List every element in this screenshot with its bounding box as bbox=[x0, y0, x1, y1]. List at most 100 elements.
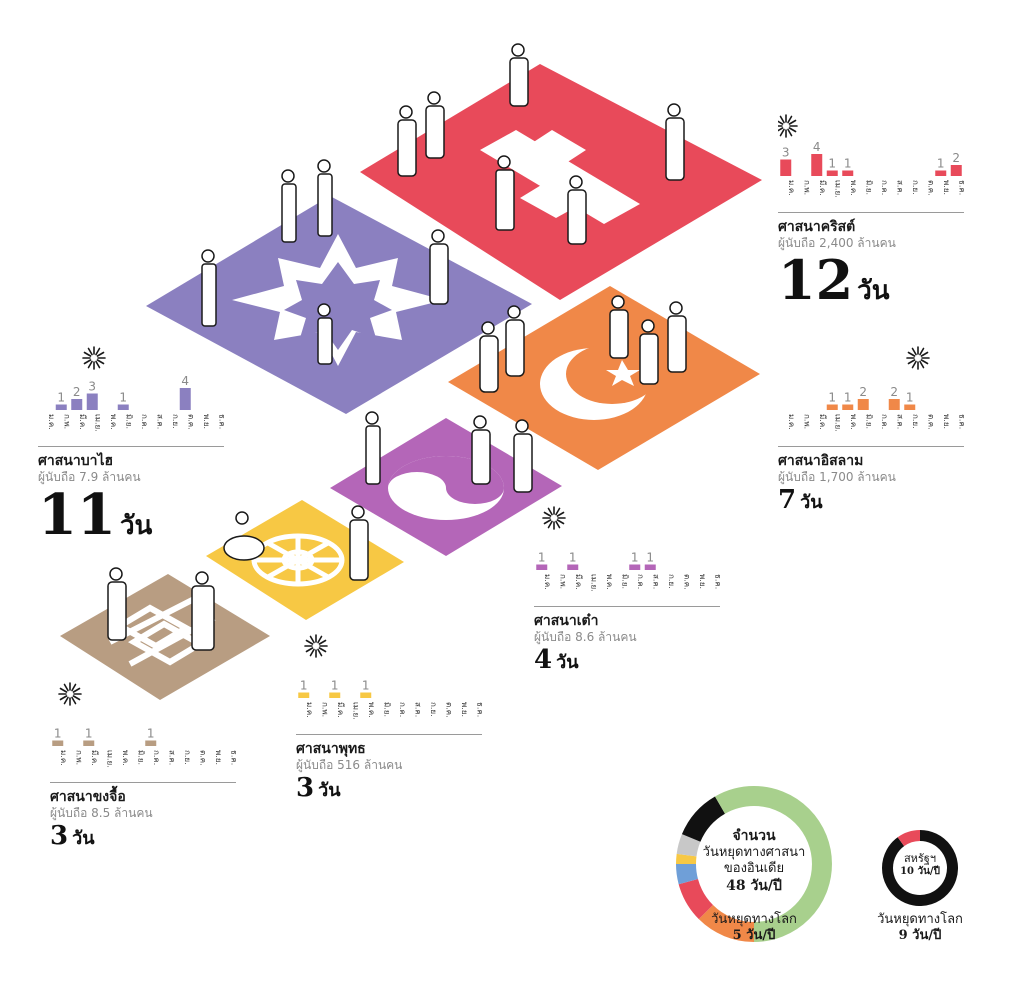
month-tick-bahai-1: ก.พ. bbox=[62, 414, 71, 429]
usa-donut-value: 10 วัน/ปี bbox=[900, 866, 940, 877]
people-figures bbox=[107, 43, 687, 651]
month-tick-buddhism-8: ก.ย. bbox=[429, 702, 438, 717]
month-tick-islam-5: มิ.ย. bbox=[864, 414, 873, 429]
month-tick-confucianism-8: ก.ย. bbox=[183, 750, 192, 765]
religion-block-taoism: 1 ม.ค. ก.พ. 1 มี.ค. เม.ย. พ.ค. มิ.ย. 1 ก.ค. 1 ส.ค. ก… bbox=[534, 504, 774, 734]
firework-icon bbox=[82, 346, 106, 370]
religion-days-unit-confucianism: วัน bbox=[72, 828, 95, 849]
usa-secular-caption: วันหยุดทางโลก 9 วัน/ปี bbox=[860, 912, 980, 944]
usa-donut-label: สหรัฐฯ 10 วัน/ปี bbox=[882, 852, 958, 878]
month-tick-islam-8: ก.ย. bbox=[911, 414, 920, 429]
bar-buddhism-0 bbox=[298, 692, 310, 698]
month-tick-islam-1: ก.พ. bbox=[802, 414, 811, 429]
religion-followers-christianity: ผู้นับถือ 2,400 ล้านคน bbox=[778, 236, 896, 250]
month-tick-buddhism-7: ส.ค. bbox=[413, 702, 422, 717]
religion-days-unit-islam: วัน bbox=[800, 492, 823, 513]
religion-total-days-islam: 7 วัน bbox=[778, 484, 823, 519]
religion-name-confucianism: ศาสนาขงจื้อ bbox=[50, 782, 236, 808]
month-tick-christianity-9: ต.ค. bbox=[926, 180, 935, 196]
bar-buddhism-2 bbox=[329, 692, 341, 698]
religion-block-christianity: 3 ม.ค. ก.พ. 4 มี.ค. 1 เม.ย. 1 พ.ค. มิ.ย. ก.ค. ส.ค. ก… bbox=[778, 110, 1018, 340]
bar-label-islam-4: 1 bbox=[844, 391, 852, 405]
month-tick-taoism-4: พ.ค. bbox=[605, 574, 614, 590]
holiday-bar-chart-islam: ม.ค. ก.พ. มี.ค.1เม.ย.1พ.ค.2มิ.ย. ก.ค.2ส.ค.1… bbox=[787, 346, 966, 432]
confucian-scholar-figure-2 bbox=[191, 571, 215, 651]
religion-days-number-buddhism: 3 bbox=[296, 773, 315, 803]
bar-christianity-2 bbox=[811, 154, 823, 176]
holiday-bar-chart-confucianism: 1ม.ค. ก.พ.1มี.ค. เม.ย. พ.ค. มิ.ย.1ก.ค. ส.ค. ก.… bbox=[52, 682, 238, 768]
religion-block-bahai: ม.ค. 1 ก.พ. 2 มี.ค. 3 เม.ย. พ.ค. 1 มิ.ย. ก.ค. ส.ค. ก… bbox=[38, 344, 278, 574]
bar-christianity-0 bbox=[780, 159, 792, 176]
bar-label-islam-7: 2 bbox=[890, 385, 898, 399]
religion-days-number-bahai: 11 bbox=[38, 482, 116, 548]
month-tick-christianity-3: เม.ย. bbox=[833, 180, 842, 198]
month-tick-taoism-6: ก.ค. bbox=[636, 574, 645, 589]
bar-bahai-3 bbox=[86, 393, 98, 410]
bar-label-bahai-5: 1 bbox=[119, 391, 127, 405]
month-tick-confucianism-3: เม.ย. bbox=[105, 750, 114, 768]
bar-label-confucianism-6: 1 bbox=[147, 727, 155, 741]
bar-label-bahai-2: 2 bbox=[73, 385, 81, 399]
religion-total-days-taoism: 4 วัน bbox=[534, 644, 579, 679]
bar-label-confucianism-0: 1 bbox=[54, 727, 62, 741]
bar-label-christianity-0: 3 bbox=[782, 146, 790, 160]
bar-bahai-5 bbox=[117, 404, 129, 410]
bar-islam-4 bbox=[842, 404, 854, 410]
bar-label-christianity-11: 2 bbox=[952, 151, 960, 165]
holiday-bar-chart-taoism: 1ม.ค. ก.พ.1มี.ค. เม.ย. พ.ค. มิ.ย.1ก.ค.1ส.ค. ก… bbox=[536, 506, 722, 592]
usa-donut-title: สหรัฐฯ bbox=[903, 852, 937, 865]
holiday-bar-chart-christianity: 3ม.ค. ก.พ.4มี.ค.1เม.ย.1พ.ค. มิ.ย. ก.ค. ส.ค. ก… bbox=[778, 114, 966, 198]
bar-taoism-2 bbox=[567, 564, 579, 570]
taoist-figure-1 bbox=[365, 411, 381, 485]
religion-days-unit-buddhism: วัน bbox=[318, 780, 341, 801]
month-tick-taoism-8: ก.ย. bbox=[667, 574, 676, 589]
religion-days-number-islam: 7 bbox=[778, 485, 797, 515]
bar-confucianism-2 bbox=[83, 740, 95, 746]
confucianism-tile bbox=[60, 574, 270, 700]
bar-label-buddhism-0: 1 bbox=[300, 679, 308, 693]
religion-followers-confucianism: ผู้นับถือ 8.5 ล้านคน bbox=[50, 806, 153, 820]
month-tick-christianity-2: มี.ค. bbox=[818, 180, 827, 196]
india-donut-segment-1 bbox=[698, 904, 755, 942]
religion-days-number-confucianism: 3 bbox=[50, 821, 69, 851]
bar-label-taoism-0: 1 bbox=[538, 551, 546, 565]
india-donut-title-2: วันหยุดทางศาสนา bbox=[702, 845, 806, 860]
bar-confucianism-6 bbox=[145, 740, 157, 746]
month-tick-christianity-6: ก.ค. bbox=[880, 180, 889, 195]
month-tick-taoism-0: ม.ค. bbox=[543, 574, 552, 590]
bar-bahai-9 bbox=[179, 388, 191, 410]
bar-label-taoism-6: 1 bbox=[631, 551, 639, 565]
month-tick-buddhism-3: เม.ย. bbox=[351, 702, 360, 720]
month-tick-taoism-3: เม.ย. bbox=[589, 574, 598, 592]
month-tick-islam-2: มี.ค. bbox=[818, 414, 827, 430]
usa-donut-segment-0 bbox=[882, 830, 958, 906]
month-tick-confucianism-5: มิ.ย. bbox=[136, 750, 145, 765]
month-tick-bahai-8: ก.ย. bbox=[171, 414, 180, 429]
religion-block-buddhism: 1 ม.ค. ก.พ. 1 มี.ค. เม.ย. 1 พ.ค. มิ.ย. ก.ค. ส.ค. ก.… bbox=[296, 632, 536, 862]
firework-icon bbox=[906, 346, 930, 370]
bar-islam-7 bbox=[888, 399, 900, 410]
bar-label-christianity-10: 1 bbox=[937, 157, 945, 171]
religion-days-number-taoism: 4 bbox=[534, 645, 553, 675]
bar-label-christianity-4: 1 bbox=[844, 157, 852, 171]
palm-figure bbox=[665, 103, 685, 181]
nun-figure-2 bbox=[425, 91, 445, 159]
month-tick-taoism-7: ส.ค. bbox=[651, 574, 660, 589]
firework-icon bbox=[58, 682, 82, 706]
month-tick-buddhism-0: ม.ค. bbox=[305, 702, 314, 718]
india-donut-segment-4 bbox=[676, 853, 697, 865]
religion-total-days-christianity: 12 วัน bbox=[778, 250, 890, 324]
muslim-man-figure-3 bbox=[667, 301, 687, 373]
bar-islam-3 bbox=[826, 404, 838, 410]
bar-bahai-2 bbox=[71, 399, 83, 410]
taoist-figure-3 bbox=[513, 419, 533, 493]
india-holiday-donut bbox=[676, 786, 832, 942]
month-tick-buddhism-2: มี.ค. bbox=[336, 702, 345, 718]
india-donut-segment-5 bbox=[676, 834, 701, 857]
nun-figure-1 bbox=[397, 105, 417, 177]
bar-taoism-7 bbox=[644, 564, 656, 570]
india-donut-segment-6 bbox=[681, 796, 726, 843]
month-tick-confucianism-7: ส.ค. bbox=[167, 750, 176, 765]
religion-total-days-buddhism: 3 วัน bbox=[296, 772, 341, 807]
month-tick-taoism-2: มี.ค. bbox=[574, 574, 583, 590]
